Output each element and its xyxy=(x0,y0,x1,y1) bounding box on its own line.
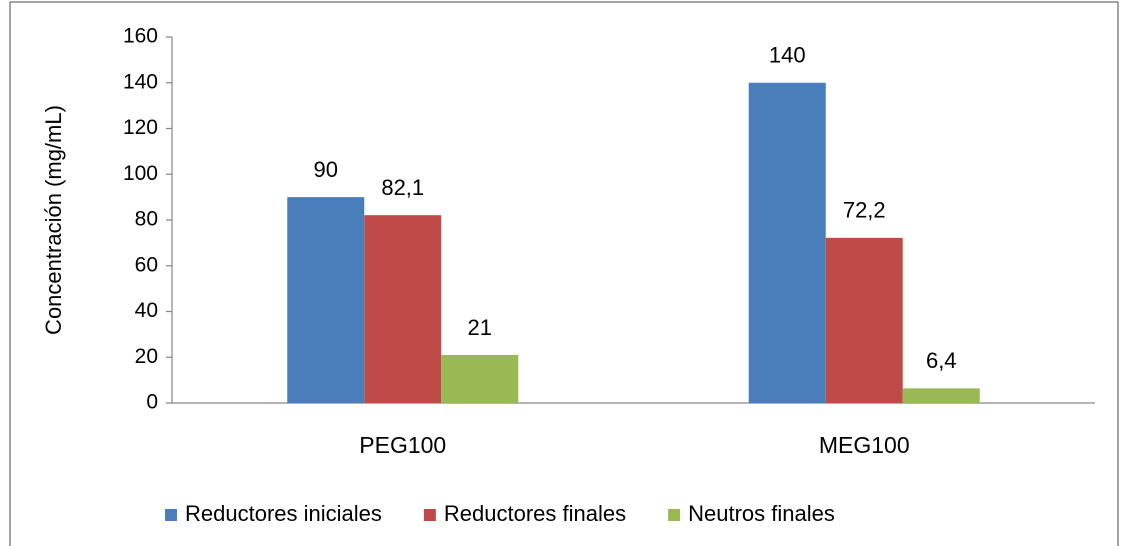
value-label: 90 xyxy=(314,157,338,182)
y-tick-label: 160 xyxy=(123,25,158,48)
y-tick-label: 60 xyxy=(135,253,158,276)
y-tick-label: 120 xyxy=(123,116,158,139)
legend-swatch xyxy=(423,509,436,521)
y-tick-label: 80 xyxy=(135,208,158,231)
value-label: 140 xyxy=(769,43,806,68)
y-tick-label: 140 xyxy=(123,70,158,93)
value-label: 6,4 xyxy=(926,348,957,373)
bar xyxy=(748,82,826,403)
bar xyxy=(287,197,365,403)
legend-swatch xyxy=(668,509,681,521)
bar xyxy=(441,354,519,403)
value-label: 72,2 xyxy=(843,198,886,223)
x-tick-label: MEG100 xyxy=(819,432,910,458)
bar xyxy=(902,388,980,403)
value-label: 82,1 xyxy=(381,175,424,200)
bar xyxy=(825,237,903,403)
chart-border xyxy=(9,1,1119,546)
legend-swatch xyxy=(165,509,177,521)
value-label: 21 xyxy=(468,315,492,340)
x-tick-label: PEG100 xyxy=(359,432,446,458)
legend-label: Reductores iniciales xyxy=(185,501,382,526)
bar xyxy=(364,215,442,403)
y-tick-label: 20 xyxy=(135,345,158,368)
legend-label: Reductores finales xyxy=(444,501,626,526)
y-tick-label: 0 xyxy=(146,391,158,414)
legend-label: Neutros finales xyxy=(688,501,835,526)
y-axis-label: Concentración (mg/mL) xyxy=(41,105,66,335)
y-tick-label: 40 xyxy=(135,299,158,322)
y-tick-label: 100 xyxy=(123,162,158,185)
